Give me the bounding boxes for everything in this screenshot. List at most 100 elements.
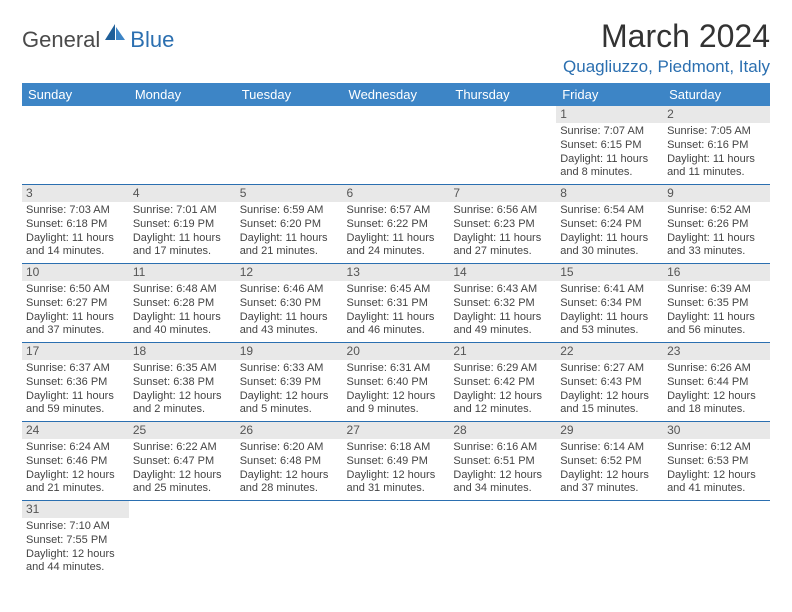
day-detail: Sunset: 6:15 PM (560, 139, 659, 153)
header: General Blue March 2024 Quagliuzzo, Pied… (22, 18, 770, 77)
weekday-header: Saturday (663, 83, 770, 106)
day-detail: Sunset: 6:32 PM (453, 297, 552, 311)
day-detail: Daylight: 11 hours (240, 232, 339, 246)
day-detail: Sunset: 6:51 PM (453, 455, 552, 469)
day-number: 25 (129, 422, 236, 439)
day-detail: and 59 minutes. (26, 403, 125, 417)
day-number: 7 (449, 185, 556, 202)
calendar-cell (236, 501, 343, 580)
day-detail: Daylight: 12 hours (26, 469, 125, 483)
day-detail: Daylight: 12 hours (667, 469, 766, 483)
calendar-row: 10Sunrise: 6:50 AMSunset: 6:27 PMDayligh… (22, 264, 770, 343)
calendar-cell: 19Sunrise: 6:33 AMSunset: 6:39 PMDayligh… (236, 343, 343, 422)
day-number: 8 (556, 185, 663, 202)
calendar-cell (129, 501, 236, 580)
calendar-row: 3Sunrise: 7:03 AMSunset: 6:18 PMDaylight… (22, 185, 770, 264)
calendar-cell: 9Sunrise: 6:52 AMSunset: 6:26 PMDaylight… (663, 185, 770, 264)
day-detail: Sunset: 6:53 PM (667, 455, 766, 469)
day-detail: and 11 minutes. (667, 166, 766, 180)
day-detail: and 12 minutes. (453, 403, 552, 417)
logo-text-2: Blue (130, 27, 174, 53)
day-number: 1 (556, 106, 663, 123)
day-number: 21 (449, 343, 556, 360)
day-detail: Daylight: 11 hours (133, 232, 232, 246)
day-detail: and 31 minutes. (347, 482, 446, 496)
day-detail: Sunrise: 6:52 AM (667, 204, 766, 218)
day-detail: Daylight: 11 hours (26, 232, 125, 246)
calendar-cell: 4Sunrise: 7:01 AMSunset: 6:19 PMDaylight… (129, 185, 236, 264)
day-detail: Sunrise: 6:35 AM (133, 362, 232, 376)
calendar-cell: 23Sunrise: 6:26 AMSunset: 6:44 PMDayligh… (663, 343, 770, 422)
day-detail: Sunset: 6:46 PM (26, 455, 125, 469)
day-detail: Sunrise: 6:57 AM (347, 204, 446, 218)
day-detail: Sunset: 6:24 PM (560, 218, 659, 232)
day-number: 14 (449, 264, 556, 281)
day-detail: Daylight: 11 hours (26, 311, 125, 325)
day-detail: Sunrise: 6:54 AM (560, 204, 659, 218)
day-detail: Daylight: 12 hours (26, 548, 125, 562)
day-number: 2 (663, 106, 770, 123)
day-detail: and 21 minutes. (240, 245, 339, 259)
calendar-cell (449, 106, 556, 185)
day-detail: Daylight: 11 hours (560, 232, 659, 246)
calendar-table: SundayMondayTuesdayWednesdayThursdayFrid… (22, 83, 770, 579)
calendar-cell: 8 Sunrise: 6:54 AMSunset: 6:24 PMDaylight… (556, 185, 663, 264)
day-detail: Daylight: 12 hours (560, 390, 659, 404)
day-detail: and 41 minutes. (667, 482, 766, 496)
day-number: 30 (663, 422, 770, 439)
day-detail: Sunrise: 6:39 AM (667, 283, 766, 297)
calendar-cell: 16Sunrise: 6:39 AMSunset: 6:35 PMDayligh… (663, 264, 770, 343)
day-detail: Sunset: 6:26 PM (667, 218, 766, 232)
calendar-cell: 22Sunrise: 6:27 AMSunset: 6:43 PMDayligh… (556, 343, 663, 422)
day-detail: Sunrise: 6:56 AM (453, 204, 552, 218)
day-detail: and 37 minutes. (26, 324, 125, 338)
day-number: 6 (343, 185, 450, 202)
day-detail: Sunrise: 6:31 AM (347, 362, 446, 376)
day-detail: and 27 minutes. (453, 245, 552, 259)
calendar-cell: 30Sunrise: 6:12 AMSunset: 6:53 PMDayligh… (663, 422, 770, 501)
day-number: 27 (343, 422, 450, 439)
day-detail: Daylight: 12 hours (453, 390, 552, 404)
day-number: 3 (22, 185, 129, 202)
day-detail: Sunset: 6:22 PM (347, 218, 446, 232)
calendar-cell: 13Sunrise: 6:45 AMSunset: 6:31 PMDayligh… (343, 264, 450, 343)
page-title: March 2024 (563, 18, 770, 55)
day-number: 22 (556, 343, 663, 360)
weekday-header: Sunday (22, 83, 129, 106)
day-number: 20 (343, 343, 450, 360)
day-detail: Sunset: 6:44 PM (667, 376, 766, 390)
day-detail: Daylight: 12 hours (240, 469, 339, 483)
calendar-cell (22, 106, 129, 185)
day-number: 4 (129, 185, 236, 202)
day-detail: Daylight: 11 hours (667, 311, 766, 325)
day-detail: Sunrise: 6:33 AM (240, 362, 339, 376)
day-number: 13 (343, 264, 450, 281)
calendar-cell: 14Sunrise: 6:43 AMSunset: 6:32 PMDayligh… (449, 264, 556, 343)
day-detail: Sunset: 6:23 PM (453, 218, 552, 232)
weekday-header: Monday (129, 83, 236, 106)
day-detail: Sunset: 6:38 PM (133, 376, 232, 390)
day-detail: Sunset: 6:42 PM (453, 376, 552, 390)
day-detail: Sunrise: 7:10 AM (26, 520, 125, 534)
day-detail: Daylight: 12 hours (560, 469, 659, 483)
day-detail: Sunset: 6:19 PM (133, 218, 232, 232)
day-detail: Sunset: 6:36 PM (26, 376, 125, 390)
day-number: 29 (556, 422, 663, 439)
day-detail: Sunset: 6:52 PM (560, 455, 659, 469)
calendar-cell: 6Sunrise: 6:57 AMSunset: 6:22 PMDaylight… (343, 185, 450, 264)
day-detail: Sunrise: 6:20 AM (240, 441, 339, 455)
day-detail: and 9 minutes. (347, 403, 446, 417)
day-number: 5 (236, 185, 343, 202)
day-detail: Sunrise: 6:59 AM (240, 204, 339, 218)
sail-icon (105, 24, 127, 47)
day-detail: Daylight: 11 hours (667, 153, 766, 167)
day-number: 15 (556, 264, 663, 281)
calendar-cell: 17Sunrise: 6:37 AMSunset: 6:36 PMDayligh… (22, 343, 129, 422)
logo: General Blue (22, 18, 174, 53)
day-detail: and 18 minutes. (667, 403, 766, 417)
day-detail: and 28 minutes. (240, 482, 339, 496)
calendar-cell: 24Sunrise: 6:24 AMSunset: 6:46 PMDayligh… (22, 422, 129, 501)
day-detail: Daylight: 11 hours (453, 232, 552, 246)
day-detail: Daylight: 11 hours (240, 311, 339, 325)
page: General Blue March 2024 Quagliuzzo, Pied… (0, 0, 792, 597)
